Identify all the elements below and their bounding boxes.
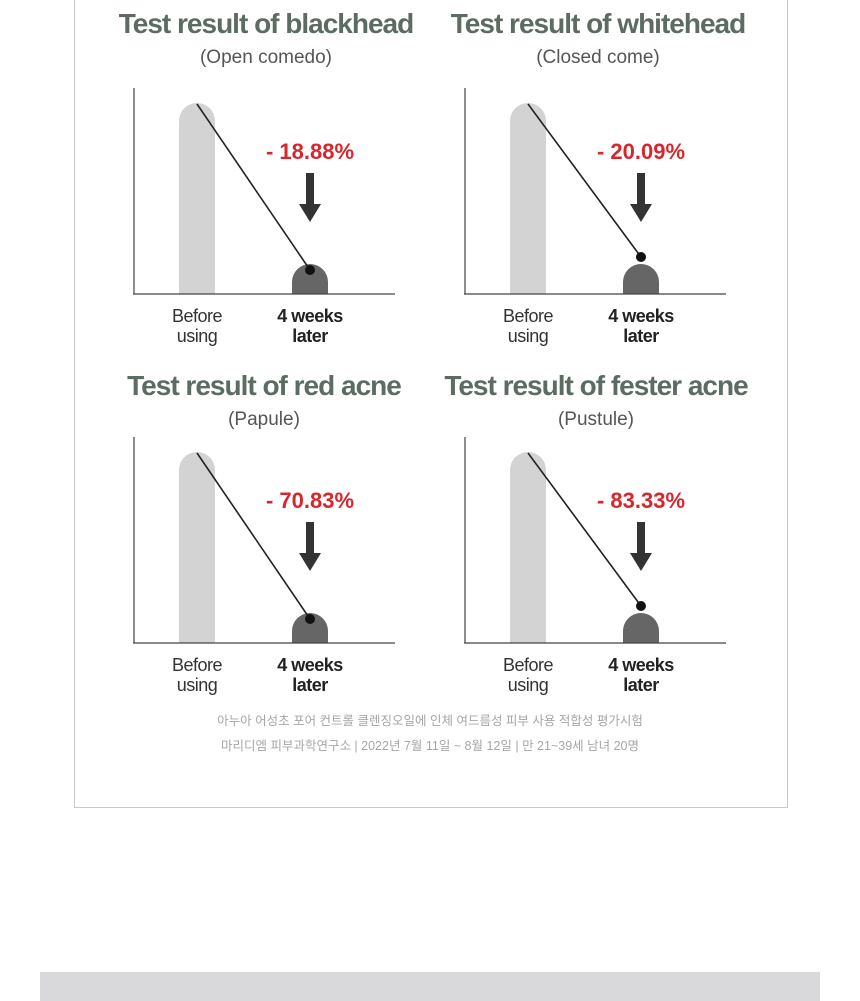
bar-before xyxy=(510,103,546,294)
change-annotation: - 18.88% xyxy=(265,139,355,164)
x-label-before-line1: Before xyxy=(171,655,223,675)
down-arrow-icon xyxy=(630,522,652,571)
x-label-before-line2: using xyxy=(176,675,218,695)
x-label-before: Before using xyxy=(137,655,257,695)
data-point xyxy=(305,265,315,275)
data-point xyxy=(305,614,315,624)
x-label-before-line2: using xyxy=(507,326,549,346)
chart-svg xyxy=(133,88,395,295)
data-point xyxy=(636,601,646,611)
trend-line xyxy=(527,103,642,258)
chart-panel: - 70.83% Before using 4 weeks later xyxy=(133,437,395,697)
footnote-line-1: 아누아 어성초 포어 컨트롤 클렌징오일에 인체 여드름성 피부 사용 적합성 … xyxy=(217,714,643,728)
x-label-after-line1: 4 weeks xyxy=(277,306,343,326)
change-annotation: - 70.83% xyxy=(265,488,355,513)
down-arrow-icon xyxy=(299,522,321,571)
content-frame xyxy=(74,0,788,808)
chart-panel: - 20.09% Before using 4 weeks later xyxy=(464,88,726,348)
chart-title: Test result of red acne xyxy=(127,370,402,401)
x-label-after: 4 weeks later xyxy=(250,306,370,346)
x-label-before-line2: using xyxy=(176,326,218,346)
bar-before xyxy=(510,452,546,643)
chart-svg xyxy=(133,437,395,644)
x-label-before: Before using xyxy=(137,306,257,346)
x-label-before: Before using xyxy=(468,655,588,695)
x-label-before-line1: Before xyxy=(171,306,223,326)
chart-panel: - 83.33% Before using 4 weeks later xyxy=(464,437,726,697)
x-label-after: 4 weeks later xyxy=(581,655,701,695)
x-label-after-line1: 4 weeks xyxy=(608,655,674,675)
chart-title: Test result of fester acne xyxy=(444,370,748,401)
x-label-after-line2: later xyxy=(623,675,659,695)
x-label-after-line2: later xyxy=(292,326,328,346)
change-annotation: - 83.33% xyxy=(596,488,686,513)
bar-after xyxy=(623,613,659,643)
chart-title: Test result of blackhead xyxy=(118,8,414,39)
bar-after xyxy=(292,264,328,294)
down-arrow-icon xyxy=(299,173,321,222)
down-arrow-icon xyxy=(630,173,652,222)
x-label-after-line2: later xyxy=(623,326,659,346)
x-label-before: Before using xyxy=(468,306,588,346)
x-label-after-line1: 4 weeks xyxy=(277,655,343,675)
change-annotation: - 20.09% xyxy=(596,139,686,164)
bar-after xyxy=(292,613,328,643)
x-label-before-line1: Before xyxy=(502,306,554,326)
chart-panel: - 18.88% Before using 4 weeks later xyxy=(133,88,395,348)
trend-line xyxy=(196,452,311,620)
bar-after xyxy=(623,264,659,294)
chart-svg xyxy=(464,437,726,644)
x-label-after: 4 weeks later xyxy=(581,306,701,346)
x-label-after-line2: later xyxy=(292,675,328,695)
bar-before xyxy=(179,452,215,643)
chart-subtitle: (Open comedo) xyxy=(199,47,332,68)
bar-before xyxy=(179,103,215,294)
bottom-bar xyxy=(40,972,820,1001)
x-label-after: 4 weeks later xyxy=(250,655,370,695)
x-label-after-line1: 4 weeks xyxy=(608,306,674,326)
footnote-line-2: 마리디엠 피부과학연구소 | 2022년 7월 11일 ~ 8월 12일 | 만… xyxy=(220,739,640,753)
trend-line xyxy=(527,452,642,607)
chart-subtitle: (Closed come) xyxy=(536,47,660,68)
chart-subtitle: (Papule) xyxy=(228,409,300,430)
data-point xyxy=(636,252,646,262)
x-label-before-line2: using xyxy=(507,675,549,695)
chart-svg xyxy=(464,88,726,295)
chart-subtitle: (Pustule) xyxy=(557,409,635,430)
chart-title: Test result of whitehead xyxy=(450,8,746,39)
trend-line xyxy=(196,103,311,271)
x-label-before-line1: Before xyxy=(502,655,554,675)
